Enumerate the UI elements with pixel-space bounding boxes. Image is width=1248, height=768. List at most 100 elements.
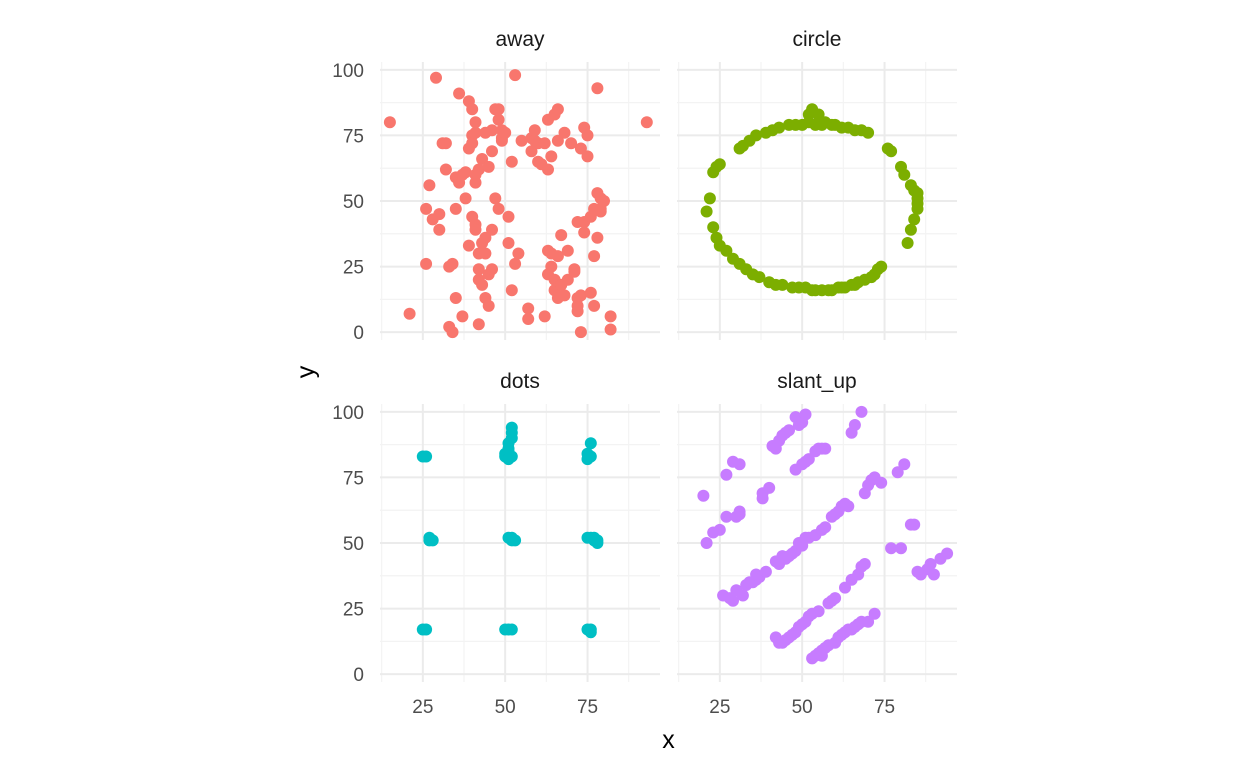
data-point-away — [538, 137, 551, 150]
data-point-away — [545, 260, 558, 273]
data-point-slant_up — [868, 607, 881, 620]
strip-label-slant_up: slant_up — [777, 370, 856, 393]
data-point-away — [528, 124, 541, 137]
data-point-away — [486, 145, 498, 158]
data-point-dots — [509, 534, 522, 547]
data-point-circle — [713, 158, 726, 171]
data-point-circle — [885, 145, 898, 158]
data-point-away — [588, 299, 601, 312]
data-point-away — [456, 310, 469, 323]
data-point-away — [469, 126, 482, 139]
data-point-dots — [584, 450, 597, 463]
data-point-away — [578, 226, 591, 239]
data-point-slant_up — [733, 508, 746, 521]
data-point-away — [584, 286, 597, 299]
y-tick-label: 0 — [353, 665, 364, 686]
data-point-away — [538, 310, 551, 323]
data-point-away — [571, 305, 584, 318]
y-tick-label: 25 — [343, 258, 364, 279]
data-point-dots — [505, 421, 518, 434]
data-point-slant_up — [885, 542, 898, 555]
data-point-slant_up — [898, 458, 911, 471]
data-point-away — [423, 179, 436, 192]
x-tick-label: 50 — [495, 697, 516, 718]
data-point-slant_up — [783, 424, 795, 437]
data-point-slant_up — [924, 558, 937, 570]
y-tick-label: 75 — [343, 126, 364, 147]
data-point-away — [551, 103, 564, 116]
data-point-away — [459, 192, 472, 205]
data-point-away — [505, 284, 518, 297]
y-tick-label: 25 — [343, 600, 364, 621]
data-point-circle — [700, 205, 713, 218]
data-point-away — [492, 113, 505, 126]
data-point-dots — [426, 534, 439, 547]
data-point-slant_up — [697, 489, 710, 502]
x-tick-label: 75 — [874, 697, 895, 718]
data-point-circle — [901, 237, 914, 249]
data-point-away — [446, 326, 459, 339]
data-point-circle — [773, 121, 786, 134]
data-point-slant_up — [736, 589, 749, 602]
data-point-away — [525, 145, 538, 158]
strip-label-away: away — [495, 28, 545, 51]
data-point-away — [472, 263, 485, 276]
data-point-away — [403, 307, 416, 320]
data-point-away — [472, 163, 485, 176]
data-point-away — [446, 257, 459, 270]
data-point-away — [476, 153, 489, 165]
data-point-slant_up — [802, 453, 815, 466]
data-point-away — [555, 229, 568, 242]
data-point-away — [591, 82, 604, 95]
data-point-away — [492, 202, 505, 215]
data-point-away — [469, 116, 482, 129]
data-point-slant_up — [756, 492, 769, 505]
data-point-slant_up — [862, 615, 875, 628]
data-point-slant_up — [895, 542, 907, 555]
y-tick-label: 100 — [332, 403, 364, 424]
data-point-slant_up — [733, 458, 746, 471]
data-point-away — [588, 250, 601, 263]
data-point-slant_up — [891, 466, 904, 479]
x-axis-title: x — [662, 726, 675, 754]
strip-label-dots: dots — [500, 370, 540, 393]
data-point-away — [482, 299, 495, 312]
data-point-away — [433, 223, 446, 236]
data-point-circle — [908, 213, 921, 226]
data-point-circle — [904, 223, 917, 236]
data-point-away — [486, 223, 498, 236]
data-point-away — [515, 134, 528, 147]
data-point-away — [449, 202, 462, 215]
data-point-away — [509, 69, 522, 82]
data-point-circle — [898, 168, 911, 181]
x-tick-label: 25 — [412, 697, 433, 718]
y-tick-label: 100 — [332, 61, 364, 82]
data-point-away — [594, 205, 607, 218]
x-tick-label: 75 — [577, 697, 598, 718]
data-point-circle — [707, 221, 720, 234]
data-point-slant_up — [759, 565, 772, 578]
y-tick-label: 0 — [353, 323, 364, 344]
data-point-away — [565, 137, 578, 150]
y-tick-label: 75 — [343, 468, 364, 489]
data-point-dots — [584, 437, 597, 450]
data-point-away — [430, 71, 442, 84]
data-point-slant_up — [700, 537, 713, 549]
data-point-slant_up — [848, 419, 861, 431]
data-point-dots — [420, 623, 433, 636]
data-point-slant_up — [941, 547, 954, 560]
data-point-circle — [776, 278, 789, 291]
data-point-dots — [591, 534, 604, 547]
data-point-slant_up — [842, 500, 855, 513]
data-point-away — [604, 310, 617, 323]
data-point-away — [640, 116, 653, 129]
data-point-away — [591, 231, 604, 244]
x-tick-label: 50 — [792, 697, 813, 718]
data-point-away — [558, 126, 571, 139]
data-point-slant_up — [812, 605, 825, 618]
data-point-slant_up — [908, 518, 921, 531]
data-point-away — [466, 103, 479, 116]
data-point-away — [420, 257, 433, 270]
data-point-circle — [812, 108, 825, 121]
data-point-away — [439, 163, 452, 176]
